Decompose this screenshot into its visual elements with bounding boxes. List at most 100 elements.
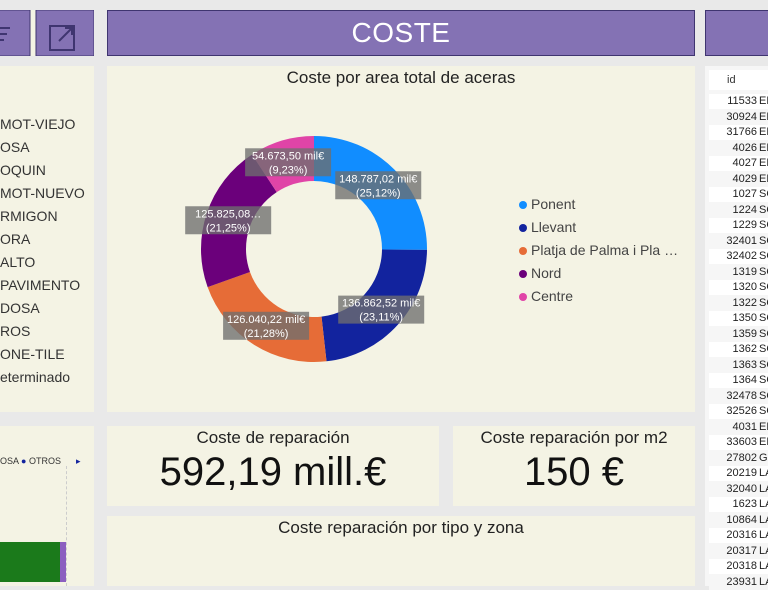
table-row[interactable]: 1027SO bbox=[709, 187, 768, 202]
table-row[interactable]: 31766EL bbox=[709, 125, 768, 140]
left-bar-chart: OSA ● OTROS ▸ bbox=[0, 426, 94, 586]
table-row[interactable]: 32040LA bbox=[709, 481, 768, 497]
cell-id: 1224 bbox=[732, 203, 757, 216]
legend-item[interactable]: Nord bbox=[519, 265, 561, 281]
table-row[interactable]: 1362SO bbox=[709, 342, 768, 357]
cell-name: EL bbox=[759, 95, 768, 107]
legend-item[interactable]: Llevant bbox=[519, 219, 576, 235]
slicer-item[interactable]: PAVIMENTO bbox=[0, 277, 81, 293]
slicer-item[interactable]: ONE-TILE bbox=[0, 346, 65, 362]
table-row[interactable]: 4027EL bbox=[709, 156, 768, 171]
legend-item[interactable]: Ponent bbox=[519, 196, 575, 212]
cell-id: 27802 bbox=[726, 451, 757, 464]
data-table: id 11533EL30924EL31766EL4026EL4027EL4029… bbox=[705, 66, 768, 590]
cell-id: 10864 bbox=[726, 513, 757, 526]
filter-icon[interactable] bbox=[0, 27, 10, 41]
cell-id: 1363 bbox=[732, 358, 757, 371]
cell-id: 20316 bbox=[726, 529, 757, 541]
cell-id: 1350 bbox=[732, 312, 757, 324]
cell-name: GE bbox=[759, 451, 768, 464]
data-label-bg bbox=[335, 171, 422, 200]
slicer-item[interactable]: ROS bbox=[0, 323, 31, 339]
table-row[interactable]: 20219LA bbox=[709, 466, 768, 481]
cell-id: 1623 bbox=[732, 498, 757, 510]
table-row[interactable]: 4026EL bbox=[709, 140, 768, 156]
cell-name: EL bbox=[759, 141, 768, 154]
table-row[interactable]: 1229SO bbox=[709, 218, 768, 233]
chart-title: Coste reparación por tipo y zona bbox=[278, 518, 524, 537]
table-header[interactable]: id bbox=[709, 70, 768, 90]
table-row[interactable]: 23931LA bbox=[709, 574, 768, 590]
cell-name: EL bbox=[759, 436, 768, 448]
cell-name: EL bbox=[759, 126, 768, 138]
cell-name: EL bbox=[759, 157, 768, 169]
slicer-item[interactable]: DOSA bbox=[0, 300, 40, 316]
legend-item[interactable]: Platja de Palma i Pla … bbox=[519, 242, 678, 258]
data-label: 148.787,02 mil€ (25,12%) bbox=[335, 171, 422, 200]
data-label-text: (21,25%) bbox=[206, 222, 251, 234]
legend-label: Platja de Palma i Pla … bbox=[531, 242, 679, 258]
table-row[interactable]: 32478SO bbox=[709, 388, 768, 404]
cell-name: EL bbox=[759, 110, 768, 123]
donut-chart-card: Coste por area total de aceras 148.787,0… bbox=[107, 66, 695, 412]
slicer-item[interactable]: RMIGON bbox=[0, 208, 58, 224]
right-header-bar bbox=[705, 10, 768, 56]
cell-id: 31766 bbox=[726, 126, 757, 138]
data-label-bg bbox=[338, 295, 425, 324]
open-external-icon[interactable] bbox=[49, 25, 75, 51]
table-row[interactable]: 20318LA bbox=[709, 559, 768, 574]
table-row[interactable]: 1350SO bbox=[709, 311, 768, 326]
table-row[interactable]: 1224SO bbox=[709, 202, 768, 218]
slicer-item[interactable]: eterminado bbox=[0, 369, 71, 385]
table-row[interactable]: 10864LA bbox=[709, 512, 768, 528]
cell-id: 32478 bbox=[726, 389, 757, 402]
data-label-text: 148.787,02 mil€ bbox=[339, 173, 417, 185]
cell-name: SO bbox=[759, 312, 768, 324]
cell-name: SO bbox=[759, 405, 768, 417]
cell-name: SO bbox=[759, 327, 768, 340]
table-row[interactable]: 4031EL bbox=[709, 419, 768, 435]
cell-id: 1362 bbox=[732, 343, 757, 355]
slicer-item[interactable]: OQUIN bbox=[0, 162, 46, 178]
slicer-item[interactable]: ORA bbox=[0, 231, 31, 247]
column-header-id[interactable]: id bbox=[727, 74, 736, 86]
table-row[interactable]: 1623LA bbox=[709, 497, 768, 512]
table-row[interactable]: 1359SO bbox=[709, 326, 768, 342]
table-row[interactable]: 1363SO bbox=[709, 357, 768, 373]
table-row[interactable]: 30924EL bbox=[709, 109, 768, 125]
slicer-item[interactable]: ALTO bbox=[0, 254, 36, 270]
legend-item[interactable]: Centre bbox=[519, 288, 573, 304]
slicer-item[interactable]: MOT-NUEVO bbox=[0, 185, 85, 201]
table-row[interactable]: 32402SO bbox=[709, 249, 768, 264]
cell-id: 4029 bbox=[732, 172, 757, 185]
table-row[interactable]: 1319SO bbox=[709, 264, 768, 280]
donut-chart[interactable]: 148.787,02 mil€ (25,12%) 136.862,52 mil€ (2… bbox=[107, 66, 695, 412]
table-row[interactable]: 1320SO bbox=[709, 280, 768, 295]
cell-id: 30924 bbox=[726, 110, 757, 123]
cell-id: 1229 bbox=[732, 219, 757, 231]
cell-name: LA bbox=[759, 513, 768, 526]
table-row[interactable]: 32401SO bbox=[709, 233, 768, 249]
legend-label: Llevant bbox=[531, 219, 577, 235]
cell-id: 20219 bbox=[726, 467, 757, 479]
legend-dot-icon bbox=[519, 293, 527, 302]
cell-name: SO bbox=[759, 358, 768, 371]
table-row[interactable]: 11533EL bbox=[709, 94, 768, 109]
cell-id: 32526 bbox=[726, 405, 757, 417]
slicer-item[interactable]: MOT-VIEJO bbox=[0, 116, 76, 132]
table-row[interactable]: 20317LA bbox=[709, 543, 768, 559]
table-row[interactable]: 1364SO bbox=[709, 373, 768, 388]
table-row[interactable]: 1322SO bbox=[709, 295, 768, 311]
table-row[interactable]: 33603EL bbox=[709, 435, 768, 450]
slicer-item[interactable]: OSA bbox=[0, 139, 30, 155]
table-row[interactable]: 20316LA bbox=[709, 528, 768, 543]
legend-dot-icon bbox=[519, 270, 527, 279]
scroll-right-icon[interactable]: ▸ bbox=[76, 456, 81, 466]
cell-id: 20318 bbox=[726, 560, 757, 572]
table-row[interactable]: 4029EL bbox=[709, 171, 768, 187]
data-label: 136.862,52 mil€ (23,11%) bbox=[338, 295, 425, 324]
table-row[interactable]: 27802GE bbox=[709, 450, 768, 466]
data-label-bg bbox=[245, 148, 332, 177]
data-label-text: 126.040,22 mil€ bbox=[227, 314, 305, 326]
table-row[interactable]: 32526SO bbox=[709, 404, 768, 419]
